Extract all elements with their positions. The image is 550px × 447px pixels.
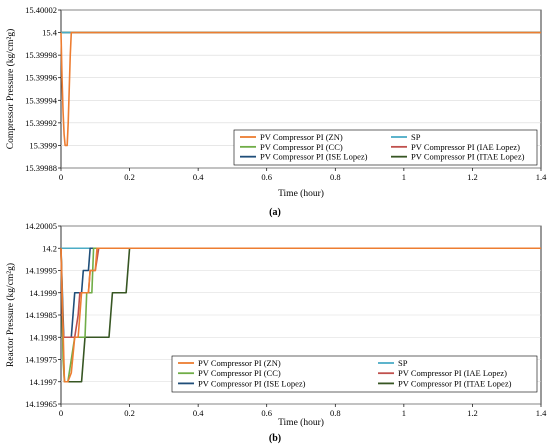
- legend-box: [171, 355, 538, 393]
- x-tick-label: 0.4: [193, 172, 204, 182]
- chart-a-x-axis-label: Time (hour): [278, 188, 324, 199]
- series-line-pv-compressor-pi-zn: [60, 31, 541, 147]
- y-tick-label: 14.19995: [25, 266, 57, 276]
- legend-entry: PV Compressor PI (ISE Lopez): [198, 378, 306, 388]
- x-tick-label: 0: [59, 408, 63, 418]
- x-tick-label: 1.4: [536, 172, 547, 182]
- chart-a-y-ticks: 15.39988 15.3999 15.39992 15.39994 15.39996 1…: [25, 5, 61, 173]
- x-tick-label: 0.6: [261, 408, 272, 418]
- x-tick-label: 0: [59, 172, 63, 182]
- x-tick-label: 0.8: [330, 172, 341, 182]
- y-tick-label: 15.39994: [25, 95, 58, 105]
- y-tick-label: 15.39998: [25, 50, 57, 60]
- chart-b-caption: (b): [269, 433, 281, 444]
- chart-b-x-axis-label: Time (hour): [278, 417, 324, 428]
- x-tick-label: 0.2: [124, 172, 135, 182]
- chart-a-series: [60, 31, 541, 147]
- chart-a-x-ticks: 0 0.2 0.4 0.6 0.8 1 1.2 1.4: [59, 168, 547, 182]
- y-tick-label: 14.19975: [25, 355, 57, 365]
- x-tick-label: 1: [402, 408, 406, 418]
- legend-box: [233, 129, 538, 166]
- y-tick-label: 14.20005: [25, 221, 57, 231]
- chart-a: 15.39988 15.3999 15.39992 15.39994 15.39996 1…: [5, 5, 547, 218]
- x-tick-label: 0.6: [261, 172, 272, 182]
- legend-entry: PV Compressor PI (ZN): [198, 358, 281, 368]
- legend-entry: PV Compressor PI (IAE Lopez): [398, 368, 507, 378]
- x-tick-label: 1.4: [536, 408, 547, 418]
- y-tick-label: 15.40002: [25, 5, 57, 15]
- chart-b-y-ticks: 14.19965 14.1997 14.19975 14.1998 14.19985 14…: [25, 221, 61, 409]
- y-tick-label: 15.3999: [29, 140, 57, 150]
- legend-entry: PV Compressor PI (ZN): [260, 132, 343, 142]
- chart-a-y-axis-label: Compressor Pressure (kg/cm²g): [5, 29, 16, 150]
- x-tick-label: 0.8: [330, 408, 341, 418]
- y-tick-label: 15.39992: [25, 118, 57, 128]
- x-tick-label: 1: [402, 172, 406, 182]
- legend-entry: PV Compressor PI (ITAE Lopez): [398, 378, 512, 388]
- x-tick-label: 1.2: [467, 408, 478, 418]
- x-tick-label: 0.4: [193, 408, 204, 418]
- chart-b-x-ticks: 0 0.2 0.4 0.6 0.8 1 1.2 1.4: [59, 404, 547, 418]
- legend-entry: SP: [411, 132, 421, 142]
- y-tick-label: 14.1998: [29, 332, 57, 342]
- y-tick-label: 14.2: [42, 243, 57, 253]
- y-tick-label: 14.1997: [29, 377, 57, 387]
- legend-entry: SP: [398, 358, 408, 368]
- chart-b-y-axis-label: Reactor Pressure (kg/cm²g): [5, 263, 16, 367]
- chart-b: 14.19965 14.1997 14.19975 14.1998 14.19985 14…: [5, 221, 547, 444]
- y-tick-label: 14.19985: [25, 310, 57, 320]
- y-tick-label: 15.4: [42, 28, 58, 38]
- y-tick-label: 15.39988: [25, 163, 57, 173]
- legend-entry: PV Compressor PI (ITAE Lopez): [411, 152, 525, 162]
- series-line-pv-compressor-pi-zn: [60, 247, 541, 383]
- x-tick-label: 0.2: [124, 408, 135, 418]
- y-tick-label: 15.39996: [25, 73, 57, 83]
- y-tick-label: 14.1999: [29, 288, 57, 298]
- legend-entry: PV Compressor PI (CC): [260, 142, 343, 152]
- chart-a-caption: (a): [269, 207, 281, 218]
- legend-entry: PV Compressor PI (ISE Lopez): [260, 152, 368, 162]
- legend-entry: PV Compressor PI (CC): [198, 368, 281, 378]
- x-tick-label: 1.2: [467, 172, 478, 182]
- chart-b-series: [60, 247, 541, 383]
- y-tick-label: 14.19965: [25, 399, 57, 409]
- legend-entry: PV Compressor PI (IAE Lopez): [411, 142, 520, 152]
